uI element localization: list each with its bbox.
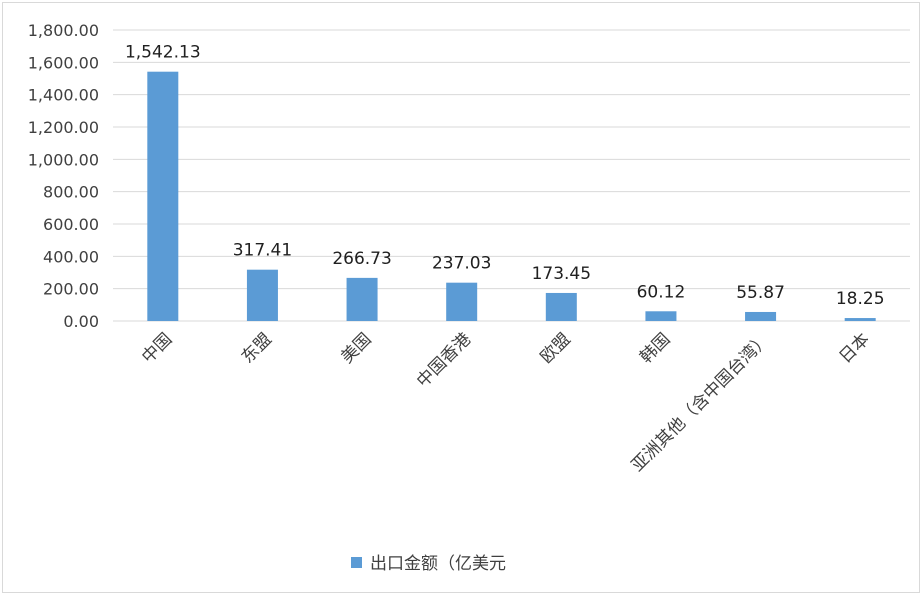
category-label: 东盟	[238, 329, 276, 367]
bar	[545, 292, 577, 321]
data-label: 173.45	[532, 264, 591, 284]
bar	[346, 277, 378, 321]
category-label: 中国	[138, 329, 176, 367]
y-tick-label: 1,600.00	[28, 53, 99, 72]
y-tick-label: 1,200.00	[28, 118, 99, 137]
y-tick-label: 1,400.00	[28, 86, 99, 105]
category-label: 美国	[337, 329, 375, 367]
y-tick-label: 200.00	[43, 280, 99, 299]
data-labels: 1,542.13 317.41 266.73 237.03 173.45 60.12 55.…	[125, 43, 885, 309]
bar	[745, 311, 777, 321]
bar	[147, 71, 179, 321]
category-label: 欧盟	[537, 329, 575, 367]
data-label: 55.87	[736, 283, 785, 303]
category-label: 中国香港	[413, 329, 475, 391]
y-tick-label: 1,000.00	[28, 150, 99, 169]
legend: 出口金额（亿美元	[351, 554, 506, 574]
y-axis-ticks: 0.00 200.00 400.00 600.00 800.00 1,000.00 1,20…	[28, 21, 99, 331]
category-label: 日本	[836, 329, 874, 367]
y-tick-label: 600.00	[43, 215, 99, 234]
y-tick-label: 0.00	[63, 312, 99, 331]
data-label: 237.03	[432, 254, 491, 274]
bar	[844, 318, 876, 321]
legend-label: 出口金额（亿美元	[370, 554, 506, 574]
grid-lines	[113, 29, 910, 322]
data-label: 60.12	[637, 282, 686, 302]
bars	[147, 71, 876, 321]
data-label: 266.73	[332, 249, 391, 269]
y-tick-label: 1,800.00	[28, 21, 99, 40]
bar	[446, 282, 478, 321]
bar	[645, 311, 677, 321]
data-label: 317.41	[233, 241, 292, 261]
data-label: 18.25	[836, 289, 885, 309]
y-tick-label: 800.00	[43, 183, 99, 202]
data-label: 1,542.13	[125, 43, 201, 63]
y-tick-label: 400.00	[43, 247, 99, 266]
category-label: 韩国	[636, 329, 674, 367]
bar	[246, 269, 278, 321]
legend-swatch	[351, 557, 362, 568]
